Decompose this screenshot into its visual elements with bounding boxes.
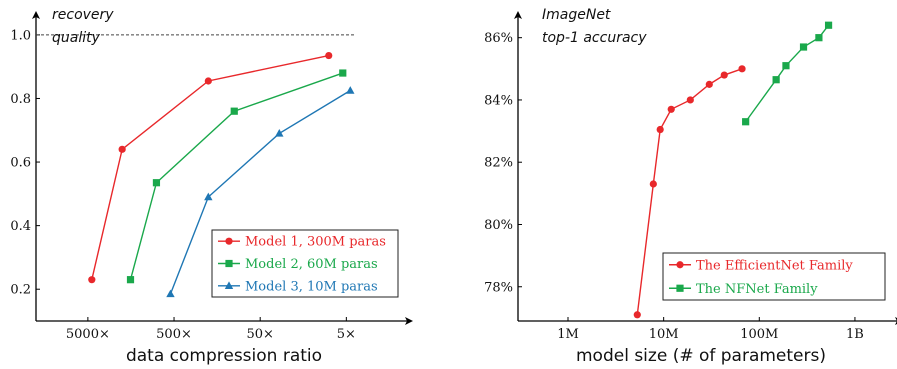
y-tick-label: 84%: [484, 93, 513, 108]
data-point: [799, 43, 808, 51]
data-point: [230, 107, 238, 115]
data-point: [815, 34, 823, 42]
data-point: [204, 77, 212, 85]
data-point: [782, 62, 790, 70]
y-tick-label: 1.0: [10, 28, 31, 43]
legend-label: Model 1, 300M paras: [245, 235, 386, 250]
data-point: [126, 276, 135, 284]
x-tick-label: 10M: [649, 327, 679, 342]
y-axis-label-line-1: ImageNet: [542, 7, 611, 23]
legend-marker: [676, 284, 684, 292]
legend-marker: [225, 259, 233, 268]
legend-box: [211, 229, 399, 298]
x-axis-title: data compression ratio: [126, 346, 322, 366]
x-tick-label: 100M: [740, 327, 778, 342]
x-tick-label: 5×: [337, 327, 356, 342]
x-tick-label: 1M: [557, 327, 579, 342]
legend-label: Model 2, 60M paras: [245, 257, 378, 272]
x-axis-title: model size (# of parameters): [576, 346, 826, 366]
series-line-1: [129, 72, 344, 280]
y-tick-label: 0.8: [10, 92, 31, 107]
x-tick-label: 50×: [246, 327, 273, 342]
data-point: [738, 65, 746, 73]
data-point: [705, 80, 713, 88]
y-tick-label: 80%: [484, 218, 513, 233]
data-point: [686, 96, 694, 104]
legend-label: The NFNet Family: [696, 282, 818, 297]
legend-marker: [676, 261, 684, 269]
y-axis-label-line-2: quality: [52, 30, 101, 46]
chart-right: 78% 80% 82% 84% 86% 1M 10M 100M 1B ImageNet top-1 …: [484, 7, 897, 366]
data-point: [339, 69, 347, 77]
series-line-0: [91, 54, 329, 280]
legend-label: The EfficientNet Family: [696, 258, 853, 273]
y-tick-label: 0.6: [10, 156, 31, 171]
data-point: [824, 21, 833, 29]
y-axis-label-line-2: top-1 accuracy: [542, 30, 647, 46]
data-point: [118, 145, 126, 153]
data-point: [649, 180, 657, 188]
data-point: [325, 51, 333, 60]
y-tick-label: 86%: [484, 31, 513, 46]
data-point: [772, 76, 780, 84]
data-point: [742, 118, 750, 126]
data-point: [204, 192, 213, 201]
y-tick-label: 0.2: [10, 283, 31, 298]
legend-marker: [224, 281, 234, 290]
data-point: [152, 179, 161, 187]
y-axis-label-line-1: recovery: [52, 7, 114, 23]
x-tick-label: 500×: [156, 327, 192, 342]
data-point: [667, 105, 675, 113]
x-tick-label: 1B: [846, 327, 864, 342]
legend-box: [662, 252, 886, 301]
chart-left: 0.2 0.4 0.6 0.8 1.0 5000× 500× 50× 5× recovery qua…: [10, 7, 413, 366]
data-point: [275, 129, 284, 137]
series-line-2: [169, 89, 351, 295]
data-point: [656, 125, 664, 134]
data-point: [166, 289, 175, 298]
data-point: [633, 311, 641, 319]
data-point: [720, 71, 728, 79]
y-tick-label: 78%: [484, 280, 513, 295]
data-point: [346, 86, 355, 94]
data-point: [88, 276, 96, 284]
y-tick-label: 0.4: [10, 219, 31, 234]
x-tick-label: 5000×: [66, 327, 110, 342]
legend-marker: [225, 237, 233, 245]
legend-label: Model 3, 10M paras: [245, 279, 378, 294]
y-tick-label: 82%: [484, 156, 513, 171]
